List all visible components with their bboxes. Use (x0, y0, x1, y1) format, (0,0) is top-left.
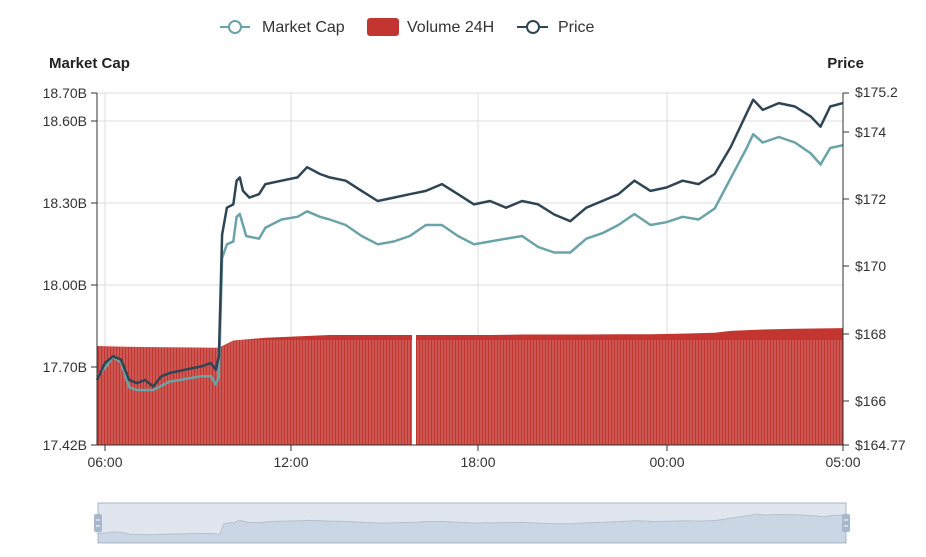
data-zoom-slider[interactable] (94, 502, 850, 544)
legend-marker-price-dot (526, 20, 540, 34)
y-left-tick-label: 18.70B (43, 85, 87, 101)
legend-label-price: Price (558, 19, 595, 36)
y-right-tick-label: $174 (855, 124, 886, 140)
y-left-axis-title: Market Cap (49, 55, 130, 72)
data-zoom-handle-left-body[interactable] (94, 514, 102, 532)
data-zoom-handle-right[interactable] (842, 514, 850, 532)
y-left-tick-label: 17.42B (43, 437, 87, 453)
x-axis: 06:00 12:00 18:00 00:00 05:00 (87, 444, 861, 470)
y-right-tick-label: $168 (855, 326, 886, 342)
y-right-tick-label: $175.2 (855, 84, 898, 100)
legend-item-market-cap[interactable]: Market Cap (220, 19, 345, 36)
x-tick-label: 00:00 (649, 454, 684, 470)
y-right-tick-label: $166 (855, 393, 886, 409)
volume-bar-stripes (99, 340, 842, 445)
x-tick-label: 18:00 (460, 454, 495, 470)
y-right-tick-label: $172 (855, 191, 886, 207)
volume-bars (97, 320, 843, 446)
x-tick-label: 06:00 (87, 454, 122, 470)
data-zoom-handle-right-body[interactable] (842, 514, 850, 532)
y-right-tick-label: $164.77 (855, 437, 906, 453)
y-left-axis: 18.70B 18.60B 18.30B 18.00B 17.70B 17.42… (43, 85, 98, 453)
legend-label-volume: Volume 24H (407, 19, 494, 36)
market-cap-line (96, 132, 844, 392)
legend[interactable]: Market Cap Volume 24H Price (220, 18, 595, 36)
legend-marker-volume (367, 18, 399, 36)
x-tick-label: 05:00 (825, 454, 860, 470)
legend-marker-market-cap-dot (228, 20, 242, 34)
y-right-axis-title: Price (827, 55, 864, 72)
y-left-tick-label: 17.70B (43, 359, 87, 375)
legend-item-volume[interactable]: Volume 24H (367, 18, 494, 36)
data-zoom-selection[interactable] (97, 502, 847, 544)
volume-gap (412, 320, 416, 446)
y-left-tick-label: 18.30B (43, 195, 87, 211)
legend-item-price[interactable]: Price (517, 19, 595, 36)
y-right-tick-label: $170 (855, 258, 886, 274)
x-tick-label: 12:00 (273, 454, 308, 470)
data-zoom-handle-left[interactable] (94, 514, 102, 532)
y-left-tick-label: 18.60B (43, 113, 87, 129)
y-left-tick-label: 18.00B (43, 277, 87, 293)
legend-label-market-cap: Market Cap (262, 19, 345, 36)
price-line (95, 98, 844, 388)
y-right-axis: $175.2 $174 $172 $170 $168 $166 $164.77 (842, 84, 906, 453)
data-zoom-preview (97, 513, 847, 544)
volume-bars-area (97, 328, 843, 445)
